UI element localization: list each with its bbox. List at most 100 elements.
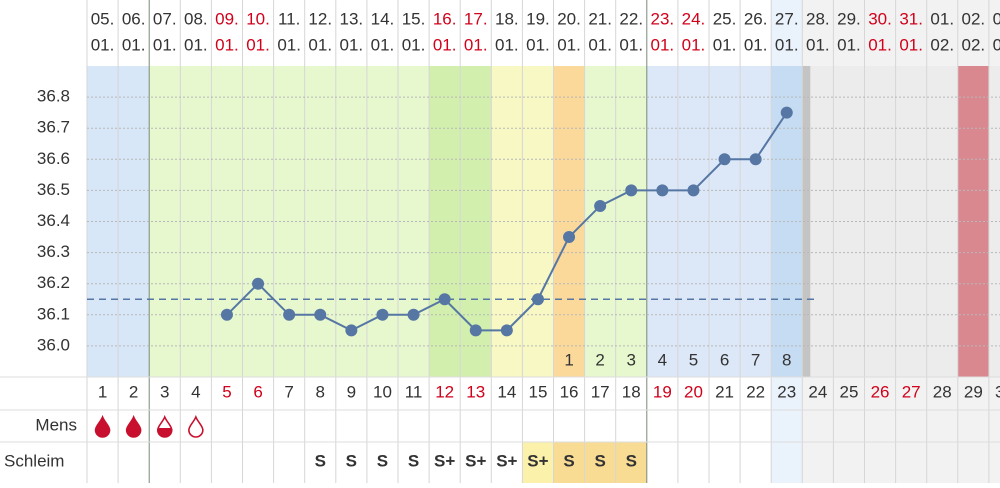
y-tick-label: 36.6 bbox=[37, 149, 70, 168]
cycle-day: 26 bbox=[871, 382, 890, 401]
date-month: 01. bbox=[682, 35, 706, 54]
temperature-point bbox=[314, 308, 327, 321]
luteal-day: 1 bbox=[564, 350, 573, 369]
schleim-value: S+ bbox=[527, 451, 548, 470]
date-month: 01. bbox=[868, 35, 892, 54]
temperature-point bbox=[345, 324, 358, 337]
temperature-point bbox=[531, 293, 544, 306]
y-tick-label: 36.3 bbox=[37, 242, 70, 261]
cycle-day: 24 bbox=[808, 382, 827, 401]
date-month: 01. bbox=[526, 35, 550, 54]
date-month: 01. bbox=[153, 35, 177, 54]
cycle-day: 27 bbox=[902, 382, 921, 401]
date-day: 06. bbox=[122, 9, 146, 28]
date-day: 12. bbox=[308, 9, 332, 28]
cycle-day: 10 bbox=[373, 382, 392, 401]
temperature-point bbox=[376, 308, 389, 321]
cycle-day: 25 bbox=[839, 382, 858, 401]
mens-drop-fill bbox=[157, 428, 172, 437]
schleim-value: S+ bbox=[434, 451, 455, 470]
schleim-shade bbox=[584, 442, 616, 483]
date-day: 03. bbox=[993, 9, 1000, 28]
date-day: 07. bbox=[153, 9, 177, 28]
cycle-day: 12 bbox=[435, 382, 454, 401]
cycle-day: 1 bbox=[98, 382, 107, 401]
date-month: 02. bbox=[993, 35, 1000, 54]
date-day: 22. bbox=[619, 9, 643, 28]
date-month: 01. bbox=[246, 35, 270, 54]
cycle-day: 2 bbox=[129, 382, 138, 401]
cycle-day: 28 bbox=[933, 382, 952, 401]
cycle-day: 18 bbox=[622, 382, 641, 401]
date-month: 01. bbox=[651, 35, 675, 54]
date-month: 01. bbox=[215, 35, 239, 54]
cycle-day: 11 bbox=[405, 382, 423, 401]
date-day: 25. bbox=[713, 9, 737, 28]
cycle-day: 5 bbox=[222, 382, 231, 401]
date-month: 01. bbox=[184, 35, 208, 54]
temperature-point bbox=[500, 324, 513, 337]
luteal-day: 4 bbox=[658, 350, 667, 369]
date-day: 08. bbox=[184, 9, 208, 28]
y-tick-label: 36.2 bbox=[37, 273, 70, 292]
date-month: 01. bbox=[588, 35, 612, 54]
date-day: 21. bbox=[588, 9, 612, 28]
date-day: 14. bbox=[371, 9, 395, 28]
y-tick-label: 36.0 bbox=[37, 335, 70, 354]
date-month: 01. bbox=[713, 35, 737, 54]
cycle-day: 21 bbox=[715, 382, 734, 401]
date-day: 13. bbox=[340, 9, 364, 28]
temperature-point bbox=[625, 184, 638, 197]
temperature-point bbox=[438, 293, 451, 306]
date-month: 01. bbox=[557, 35, 581, 54]
date-month: 01. bbox=[277, 35, 301, 54]
cycle-day: 4 bbox=[191, 382, 200, 401]
cycle-day: 6 bbox=[253, 382, 262, 401]
date-month: 01. bbox=[495, 35, 519, 54]
schleim-value: S bbox=[315, 451, 326, 470]
luteal-day: 3 bbox=[627, 350, 636, 369]
schleim-value: S bbox=[408, 451, 419, 470]
cycle-day: 29 bbox=[964, 382, 983, 401]
schleim-value: S bbox=[377, 451, 388, 470]
schleim-value: S bbox=[626, 451, 637, 470]
temperature-point bbox=[594, 199, 607, 212]
cycle-day: 7 bbox=[284, 382, 293, 401]
temperature-point bbox=[563, 231, 576, 244]
date-day: 01. bbox=[930, 9, 954, 28]
y-tick-label: 36.7 bbox=[37, 118, 70, 137]
cycle-day: 9 bbox=[347, 382, 356, 401]
temperature-point bbox=[687, 184, 700, 197]
y-tick-label: 36.1 bbox=[37, 304, 70, 323]
mens-label: Mens bbox=[35, 415, 77, 434]
date-day: 10. bbox=[246, 9, 270, 28]
cycle-day: 23 bbox=[777, 382, 796, 401]
schleim-value: S bbox=[346, 451, 357, 470]
cycle-day: 17 bbox=[591, 382, 610, 401]
date-day: 20. bbox=[557, 9, 581, 28]
temperature-point bbox=[283, 308, 296, 321]
date-month: 01. bbox=[899, 35, 923, 54]
date-day: 29. bbox=[837, 9, 861, 28]
temperature-point bbox=[718, 153, 731, 166]
cycle-day: 20 bbox=[684, 382, 703, 401]
date-month: 01. bbox=[464, 35, 488, 54]
luteal-day: 2 bbox=[595, 350, 604, 369]
y-tick-label: 36.4 bbox=[37, 211, 70, 230]
y-tick-label: 36.5 bbox=[37, 180, 70, 199]
cycle-day: 3 bbox=[160, 382, 169, 401]
luteal-day: 8 bbox=[782, 350, 791, 369]
schleim-value: S+ bbox=[465, 451, 486, 470]
date-month: 01. bbox=[340, 35, 364, 54]
date-month: 01. bbox=[619, 35, 643, 54]
date-day: 17. bbox=[464, 9, 488, 28]
date-day: 30. bbox=[868, 9, 892, 28]
phase-edge bbox=[802, 66, 811, 377]
date-day: 19. bbox=[526, 9, 550, 28]
schleim-label: Schleim bbox=[4, 451, 64, 470]
temperature-point bbox=[220, 308, 233, 321]
date-month: 02. bbox=[930, 35, 954, 54]
date-day: 31. bbox=[899, 9, 923, 28]
date-month: 01. bbox=[775, 35, 799, 54]
date-day: 18. bbox=[495, 9, 519, 28]
